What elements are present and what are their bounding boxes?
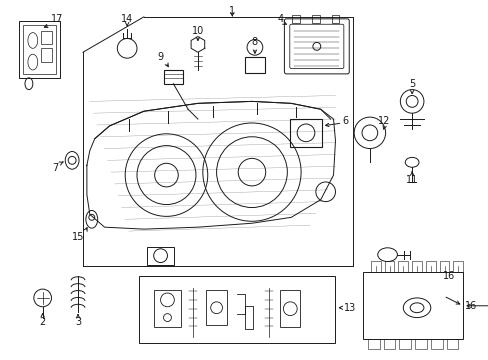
Text: 17: 17 xyxy=(51,14,63,24)
Bar xyxy=(41,31,52,44)
Text: 2: 2 xyxy=(40,316,46,327)
Bar xyxy=(280,290,300,327)
Bar xyxy=(163,70,183,84)
Text: 8: 8 xyxy=(251,37,258,48)
Bar xyxy=(399,339,410,349)
Bar xyxy=(139,276,335,343)
Bar xyxy=(370,261,380,273)
Text: 7: 7 xyxy=(52,163,59,173)
Bar xyxy=(290,119,321,147)
Bar xyxy=(384,261,394,273)
Bar xyxy=(383,339,395,349)
Text: 13: 13 xyxy=(344,303,356,313)
Bar xyxy=(41,48,52,62)
Text: 9: 9 xyxy=(157,52,163,62)
Bar xyxy=(244,57,264,73)
Text: 15: 15 xyxy=(72,232,84,242)
Bar xyxy=(146,247,174,265)
Bar xyxy=(425,261,435,273)
Bar xyxy=(153,290,181,327)
Bar xyxy=(362,273,462,339)
Text: 4: 4 xyxy=(277,14,283,24)
Text: 14: 14 xyxy=(121,14,133,24)
Bar xyxy=(19,21,60,78)
Bar xyxy=(398,261,407,273)
Text: 3: 3 xyxy=(75,316,81,327)
Bar xyxy=(367,339,379,349)
Text: 5: 5 xyxy=(408,79,414,89)
Text: 6: 6 xyxy=(342,116,347,126)
Bar xyxy=(311,15,319,23)
Bar xyxy=(205,290,227,325)
Text: 1: 1 xyxy=(229,6,235,16)
Bar xyxy=(446,339,457,349)
Bar xyxy=(439,261,448,273)
Bar xyxy=(452,261,462,273)
Text: 12: 12 xyxy=(378,116,390,126)
Bar xyxy=(414,339,426,349)
Bar xyxy=(292,15,300,23)
Bar xyxy=(23,25,56,74)
Bar xyxy=(430,339,442,349)
Bar xyxy=(331,15,339,23)
Text: 11: 11 xyxy=(405,175,417,185)
Text: 10: 10 xyxy=(191,26,203,36)
Text: 16: 16 xyxy=(464,301,476,311)
Text: 16: 16 xyxy=(443,271,455,281)
Bar xyxy=(411,261,421,273)
